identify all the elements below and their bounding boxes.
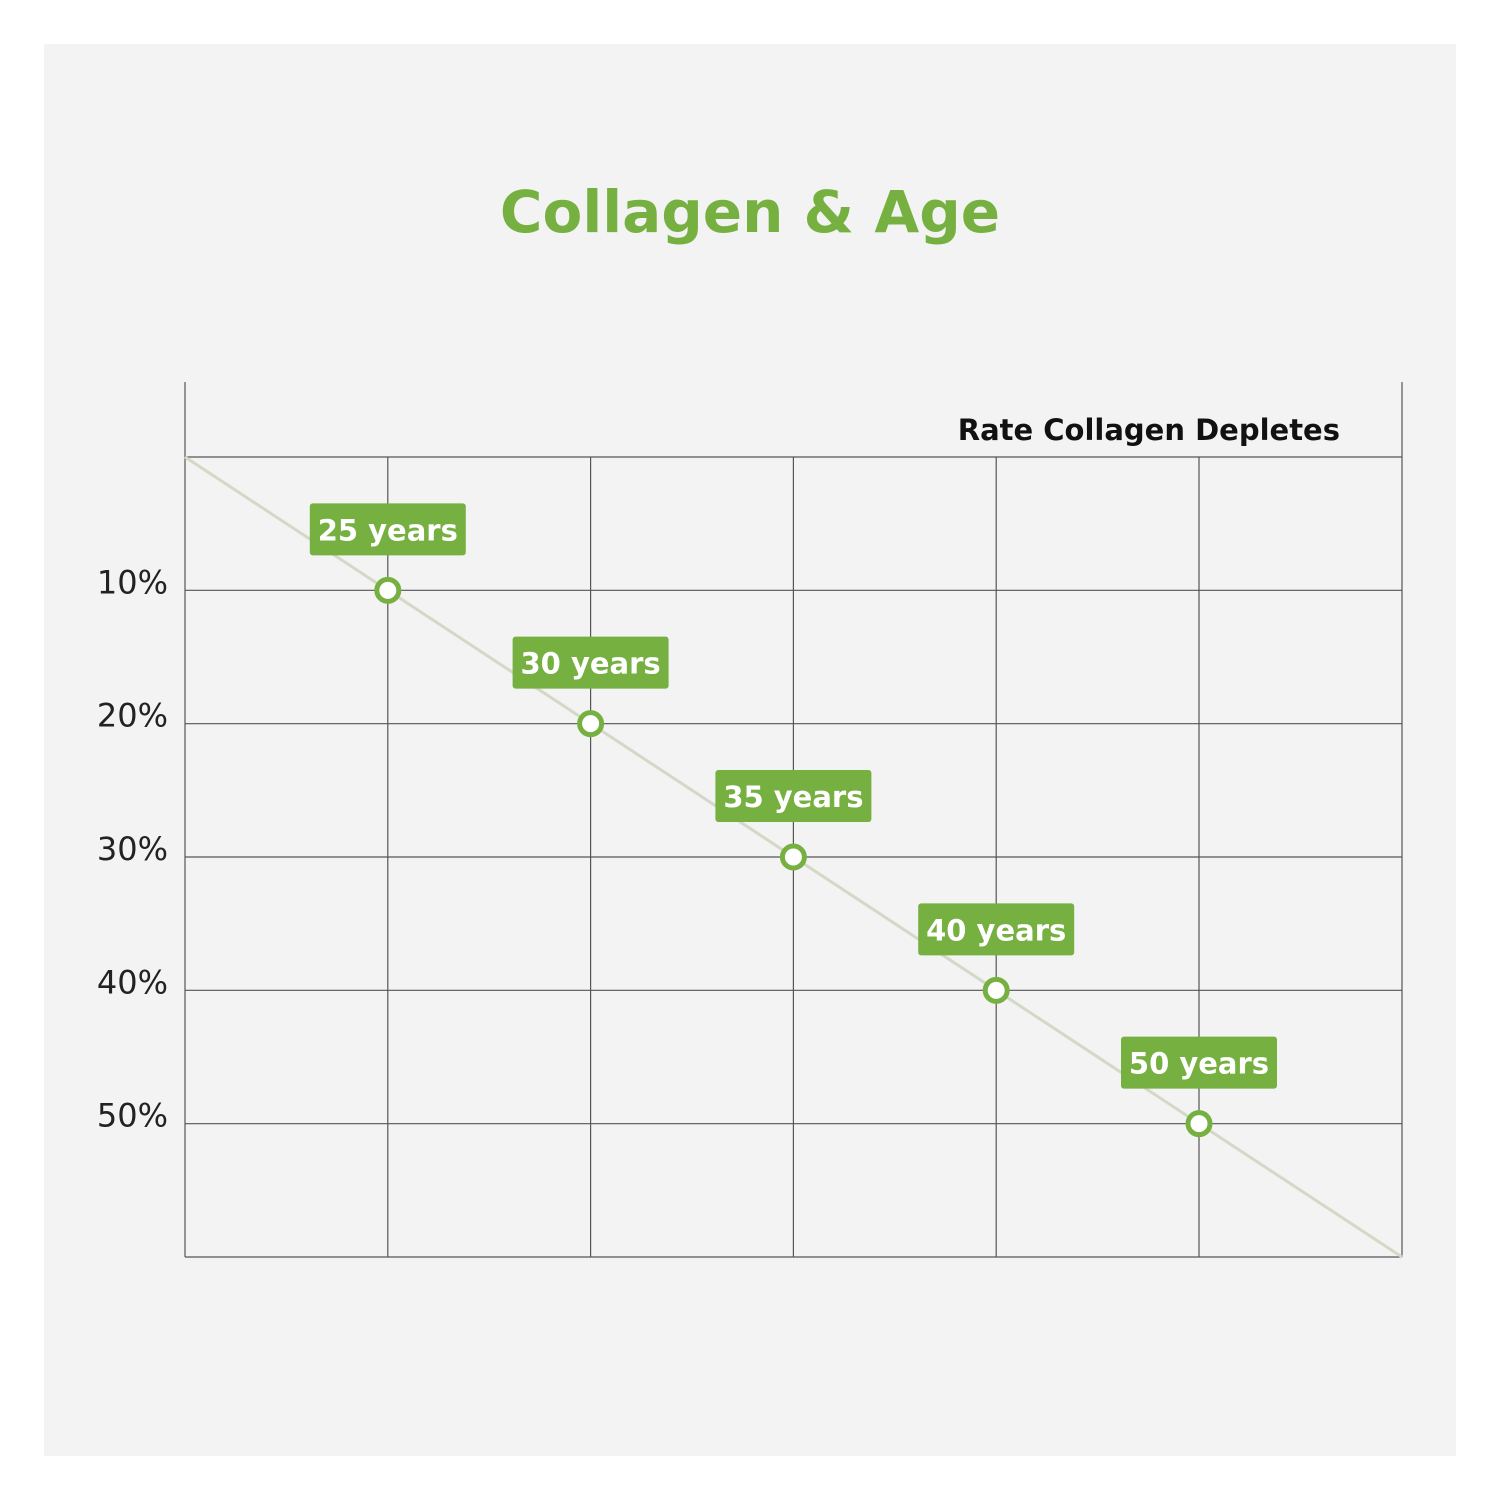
data-point [577,710,605,738]
chart-title: Collagen & Age [499,178,1001,246]
y-tick-label: 20% [97,697,168,735]
x-label-badge [715,770,872,822]
data-points: 25 years 30 years 35 years 40 years 50 years [309,503,1277,1138]
y-tick-label: 40% [97,963,168,1001]
x-label: 35 years [723,780,863,814]
y-tick-label: 10% [97,563,168,601]
x-label: 50 years [1129,1047,1269,1081]
data-point [779,843,807,871]
data-point-group: 35 years [715,770,872,871]
y-tick-labels: 10% 20% 30% 40% 50% [97,563,168,1134]
data-point [1185,1110,1213,1138]
data-point [374,576,402,604]
x-label-badge [512,636,669,689]
data-point-group: 30 years [512,636,669,738]
x-label: 40 years [926,913,1066,947]
chart-subtitle: Rate Collagen Depletes [958,413,1340,447]
data-point-group: 25 years [309,503,466,604]
data-point-group: 40 years [918,903,1075,1004]
x-label-badge [309,503,466,556]
data-point-group: 50 years [1121,1036,1277,1138]
x-label: 25 years [318,513,458,547]
y-tick-label: 50% [97,1097,168,1135]
chart-panel [44,44,1456,1456]
x-label-badge [918,903,1075,956]
x-label-badge [1121,1036,1277,1089]
x-label: 30 years [521,647,661,681]
y-tick-label: 30% [97,830,168,868]
data-point [982,976,1010,1004]
